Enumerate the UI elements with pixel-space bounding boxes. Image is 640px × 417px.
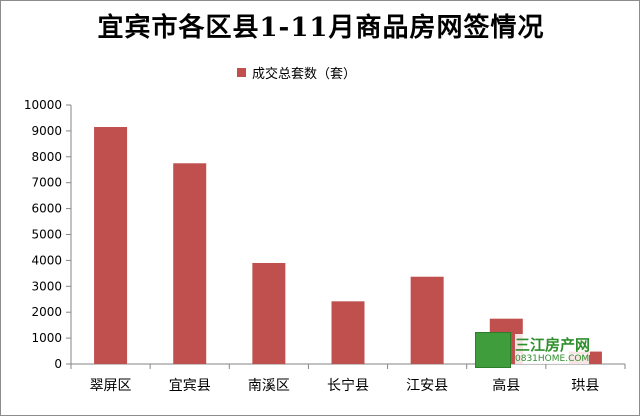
chart-title: 宜宾市各区县1-11月商品房网签情况 bbox=[97, 13, 545, 43]
bar bbox=[331, 301, 365, 364]
x-tick-label: 高县 bbox=[492, 377, 520, 394]
x-tick-label: 宜宾县 bbox=[169, 378, 211, 394]
y-tick-label: 3000 bbox=[31, 279, 62, 293]
y-tick-label: 4000 bbox=[31, 253, 62, 267]
legend: 成交总套数（套） bbox=[237, 63, 357, 82]
x-tick-label: 南溪区 bbox=[248, 378, 290, 394]
legend-swatch bbox=[237, 67, 246, 77]
y-tick-label: 2000 bbox=[31, 305, 62, 319]
y-tick-label: 6000 bbox=[31, 202, 62, 216]
x-tick-label: 珙县 bbox=[571, 378, 599, 394]
y-tick-label: 9000 bbox=[31, 124, 62, 138]
y-tick-label: 7000 bbox=[31, 176, 62, 190]
bar bbox=[252, 262, 286, 364]
y-tick-label: 5000 bbox=[31, 228, 62, 242]
watermark-logo: 三江房产网 0831HOME.COM bbox=[475, 332, 599, 370]
watermark-subtext: 0831HOME.COM bbox=[515, 354, 590, 364]
bar bbox=[94, 127, 128, 364]
x-tick-label: 翠屏区 bbox=[90, 378, 132, 394]
y-tick-label: 0 bbox=[54, 357, 62, 371]
bar bbox=[410, 276, 444, 364]
y-tick-label: 1000 bbox=[31, 331, 62, 345]
building-icon bbox=[475, 332, 511, 368]
watermark-text: 三江房产网 bbox=[515, 334, 591, 355]
bar bbox=[173, 163, 207, 364]
x-tick-label: 长宁县 bbox=[327, 377, 369, 394]
y-tick-label: 8000 bbox=[31, 150, 62, 164]
y-tick-label: 10000 bbox=[24, 98, 62, 112]
legend-label: 成交总套数（套） bbox=[252, 66, 357, 82]
x-tick-label: 江安县 bbox=[406, 378, 448, 394]
